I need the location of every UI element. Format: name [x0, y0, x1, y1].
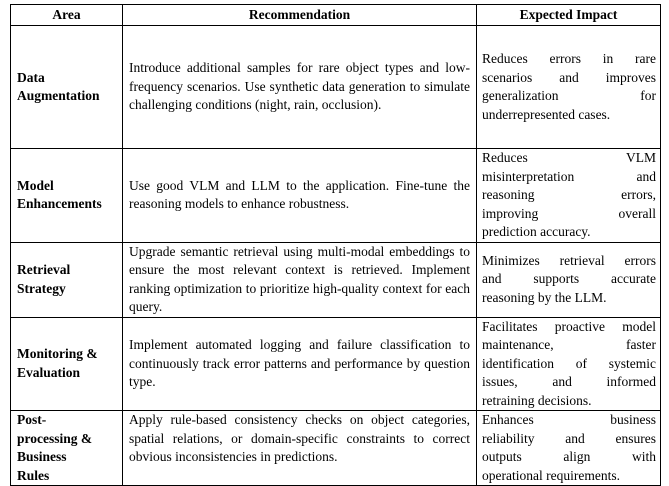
table-row: Model Enhancements Use good VLM and LLM …	[10, 148, 661, 243]
impact-line: Facilitates proactive model	[482, 318, 656, 334]
area-label-line: Enhancements	[17, 196, 102, 212]
impact-line: reliability and ensures	[482, 430, 656, 446]
impact-line: scenarios and improves	[482, 69, 656, 85]
area-label-line: Strategy	[17, 280, 66, 296]
impact-line: prediction accuracy.	[482, 224, 591, 239]
area-label-line: Evaluation	[17, 364, 81, 380]
impact-line: issues, and informed	[482, 374, 656, 389]
area-label-line: Business	[17, 449, 67, 464]
impact-line: operational requirements.	[482, 467, 620, 483]
recommendation-cell: Apply rule-based consistency checks on o…	[122, 410, 477, 486]
impact-line: maintenance, faster	[482, 337, 656, 352]
header-expected-impact: Expected Impact	[476, 4, 661, 26]
recommendations-table: Area Recommendation Expected Impact Data…	[10, 4, 661, 486]
impact-line: reasoning by the LLM.	[482, 289, 607, 305]
area-cell: Monitoring & Evaluation	[10, 316, 123, 411]
impact-line: Reduces VLM	[482, 150, 656, 165]
impact-line: misinterpretation and	[482, 168, 656, 184]
area-label-line: Monitoring &	[17, 346, 98, 362]
impact-cell: Reduces VLM misinterpretation and reason…	[476, 148, 661, 243]
area-label-line: Model	[17, 177, 54, 193]
recommendation-cell: Introduce additional samples for rare ob…	[122, 25, 477, 149]
impact-line: retraining decisions.	[482, 392, 592, 408]
area-cell: Retrieval Strategy	[10, 241, 123, 318]
impact-line: Reduces errors in rare	[482, 51, 656, 66]
area-label-line: Post-	[17, 412, 47, 427]
table-row: Monitoring & Evaluation Implement automa…	[10, 316, 661, 411]
recommendation-cell: Use good VLM and LLM to the application.…	[122, 148, 477, 243]
impact-line: identification of systemic	[482, 355, 656, 371]
impact-line: Minimizes retrieval errors	[482, 252, 656, 268]
recommendation-cell: Implement automated logging and failure …	[122, 316, 477, 411]
impact-line: improving overall	[482, 205, 656, 221]
area-label-line: Rules	[17, 467, 50, 483]
area-label-line: Data	[17, 69, 45, 85]
impact-line: outputs align with	[482, 449, 656, 464]
recommendation-cell: Upgrade semantic retrieval using multi-m…	[122, 241, 477, 318]
area-cell: Model Enhancements	[10, 148, 123, 243]
area-cell: Post- processing & Business Rules	[10, 410, 123, 486]
table-row: Data Augmentation Introduce additional s…	[10, 25, 661, 149]
header-area: Area	[10, 4, 123, 26]
table-row: Post- processing & Business Rules Apply …	[10, 410, 661, 486]
header-recommendation: Recommendation	[122, 4, 477, 26]
impact-cell: Minimizes retrieval errors and supports …	[476, 241, 661, 318]
area-cell: Data Augmentation	[10, 25, 123, 149]
impact-cell: Facilitates proactive model maintenance,…	[476, 316, 661, 411]
impact-cell: Reduces errors in rare scenarios and imp…	[476, 25, 661, 149]
table-row: Retrieval Strategy Upgrade semantic retr…	[10, 241, 661, 318]
header-row: Area Recommendation Expected Impact	[10, 4, 661, 26]
impact-line: reasoning errors,	[482, 187, 656, 202]
impact-cell: Enhances business reliability and ensure…	[476, 410, 661, 486]
impact-line: underrepresented cases.	[482, 106, 611, 122]
area-label-line: Augmentation	[17, 88, 100, 103]
area-label-line: Retrieval	[17, 262, 71, 277]
impact-line: generalization for	[482, 88, 656, 103]
impact-line: Enhances business	[482, 412, 656, 427]
impact-line: and supports accurate	[482, 271, 656, 287]
area-label-line: processing &	[17, 430, 93, 446]
